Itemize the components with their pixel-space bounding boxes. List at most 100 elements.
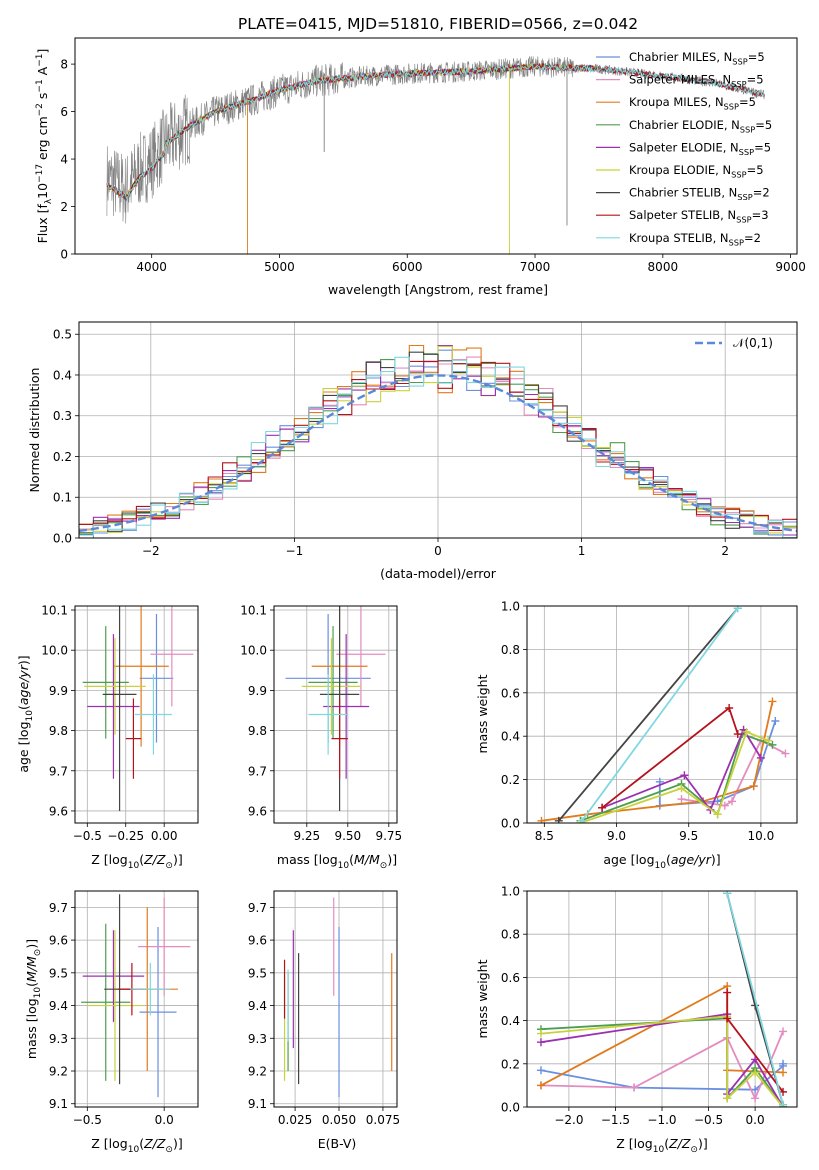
- y-axis-label: mass weight: [475, 959, 490, 1038]
- y-tick-label: 0.1: [53, 491, 72, 505]
- y-tick-label: 9.6: [49, 934, 68, 948]
- plot-area: [75, 606, 198, 823]
- x-tick-label: 9.25: [293, 829, 320, 843]
- x-tick-label: 10.0: [748, 829, 775, 843]
- y-tick-label: 0.6: [501, 971, 520, 985]
- data-marker: [764, 736, 773, 745]
- y-tick-label: 0.2: [501, 773, 520, 787]
- x-axis-label: age [log10(age/yr)]: [603, 852, 720, 871]
- data-marker: [723, 1094, 732, 1103]
- y-tick-label: 9.6: [49, 804, 68, 818]
- x-tick-label: −2.0: [554, 1113, 583, 1127]
- y-tick-label: 9.2: [49, 1065, 68, 1079]
- axes-frame: [74, 890, 199, 1108]
- legend-entry: Kroupa ELODIE, NSSP=5: [629, 163, 764, 179]
- data-marker: [779, 1027, 788, 1036]
- x-tick-label: 9000: [775, 260, 806, 274]
- y-axis-label: Normed distribution: [27, 368, 42, 493]
- data-marker: [756, 753, 765, 762]
- plot-area: [79, 322, 797, 538]
- y-tick-label: 0.6: [501, 686, 520, 700]
- x-tick-label: −0.5: [73, 1113, 102, 1127]
- axes-frame: [273, 605, 398, 824]
- x-tick-label: 6000: [392, 260, 423, 274]
- data-marker: [598, 803, 607, 812]
- chart-age_vs_mass: 9.25 9.50 9.75 9.6 9.7 9.8 9.9 10.0 10.1 mass [lo…: [240, 604, 402, 871]
- data-marker: [536, 1038, 545, 1047]
- plot-layer: 4000 5000 6000 7000 8000 9000 0 2 4 6 8 wavelength …: [16, 37, 806, 1155]
- data-marker: [677, 795, 686, 804]
- data-marker: [536, 1081, 545, 1090]
- data-marker: [751, 1001, 760, 1010]
- y-tick-label: 9.6: [248, 934, 267, 948]
- data-marker: [751, 1068, 760, 1077]
- x-axis-label: Z [log10(Z/Z⊙)]: [91, 1136, 182, 1155]
- axes-frame: [74, 605, 199, 824]
- x-tick-label: 0.025: [278, 1113, 312, 1127]
- data-marker: [749, 782, 758, 791]
- data-marker: [723, 891, 732, 898]
- x-tick-label: 0.050: [322, 1113, 356, 1127]
- weight-line-kroupa-elodie: [580, 730, 769, 823]
- x-tick-label: 0.0: [746, 1113, 765, 1127]
- y-tick-label: 4: [60, 153, 68, 167]
- y-tick-label: 0.2: [501, 1057, 520, 1071]
- plot-area: [527, 606, 797, 823]
- x-tick-label: −0.5: [694, 1113, 723, 1127]
- data-marker: [720, 801, 729, 810]
- data-marker: [733, 730, 742, 739]
- data-marker: [723, 988, 732, 997]
- x-tick-label: 2: [721, 544, 729, 558]
- data-marker: [536, 1066, 545, 1075]
- x-tick-label: 0.00: [151, 829, 178, 843]
- x-tick-label: 7000: [520, 260, 551, 274]
- y-tick-label: 0.5: [53, 328, 72, 342]
- plot-area: [274, 606, 397, 823]
- y-tick-label: 10.0: [41, 644, 68, 658]
- y-tick-label: 6: [60, 105, 68, 119]
- y-tick-label: 9.7: [49, 901, 68, 915]
- y-tick-label: 9.2: [248, 1065, 267, 1079]
- legend-entry: Kroupa MILES, NSSP=5: [629, 95, 756, 111]
- x-tick-label: −2: [142, 544, 160, 558]
- legend-entry: Chabrier MILES, NSSP=5: [629, 50, 765, 66]
- y-tick-label: 9.9: [248, 684, 267, 698]
- chart-weight_vs_age: 8.5 9.0 9.5 10.0 0.0 0.2 0.4 0.6 0.8 1.0 age [log1…: [475, 600, 798, 871]
- legend-entry: 𝒩(0,1): [733, 336, 773, 350]
- weight-line-salpeter-miles: [681, 739, 786, 807]
- observed-spectrum-line: [106, 55, 766, 224]
- x-tick-label: −1.0: [647, 1113, 676, 1127]
- y-tick-label: 10.1: [240, 604, 267, 618]
- x-tick-label: 8000: [648, 260, 679, 274]
- y-tick-label: 9.7: [248, 764, 267, 778]
- y-tick-label: 9.1: [49, 1097, 68, 1111]
- data-marker: [733, 606, 742, 613]
- y-tick-label: 8: [60, 58, 68, 72]
- y-tick-label: 1.0: [501, 885, 520, 899]
- x-tick-label: 1: [578, 544, 586, 558]
- data-marker: [779, 1059, 788, 1068]
- chart-residuals: −2 −1 0 1 2 0.0 0.1 0.2 0.3 0.4 0.5 (data-model)/er…: [27, 321, 798, 581]
- data-marker: [768, 740, 777, 749]
- x-tick-label: 5000: [264, 260, 295, 274]
- y-tick-label: 9.4: [49, 999, 68, 1013]
- weight-line-chabrier-stelib: [558, 607, 739, 822]
- legend-entry: Salpeter MILES, NSSP=5: [629, 73, 764, 89]
- y-axis-label: mass weight: [475, 674, 490, 753]
- x-tick-label: 9.5: [679, 829, 698, 843]
- y-tick-label: 9.7: [49, 764, 68, 778]
- x-tick-label: −1: [286, 544, 304, 558]
- data-marker: [536, 1029, 545, 1038]
- chart-age_vs_z: −0.5 −0.25 0.00 9.6 9.7 9.8 9.9 10.0 10.1 Z [log1…: [16, 604, 199, 871]
- x-axis-label: Z [log10(Z/Z⊙)]: [616, 1136, 707, 1155]
- y-tick-label: 0.8: [501, 928, 520, 942]
- data-marker: [781, 749, 790, 758]
- data-marker: [779, 1100, 788, 1107]
- x-tick-label: 8.5: [535, 829, 554, 843]
- y-tick-label: 0.4: [501, 1014, 520, 1028]
- y-tick-label: 0.8: [501, 643, 520, 657]
- data-marker: [725, 703, 734, 712]
- y-axis-label: Flux [fλ10−17 erg cm−2 s−1 A−1]: [35, 49, 54, 244]
- plot-area: [75, 891, 198, 1107]
